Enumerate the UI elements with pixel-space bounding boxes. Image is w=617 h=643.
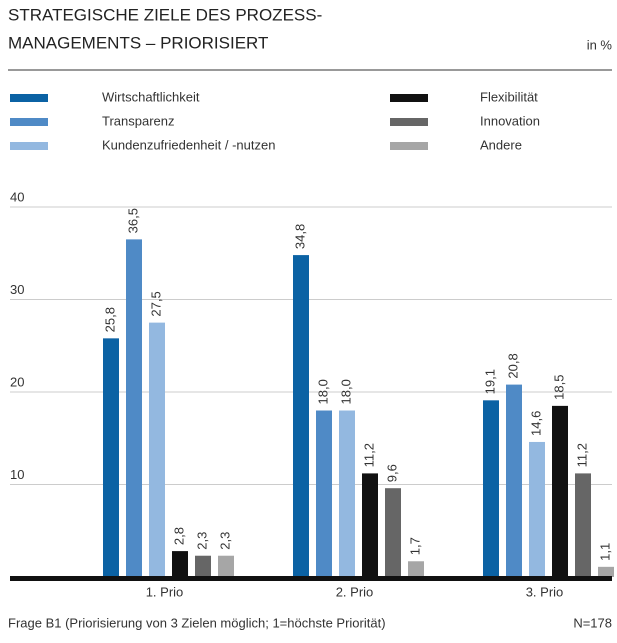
- bar: [195, 555, 211, 577]
- baseline: [10, 576, 612, 581]
- value-label: 2,3: [194, 532, 209, 550]
- bar: [575, 473, 591, 577]
- legend-swatch: [10, 94, 48, 102]
- legend-swatch: [10, 118, 48, 126]
- bar: [552, 405, 568, 577]
- legend-swatch: [390, 94, 428, 102]
- y-tick-label: 20: [10, 374, 24, 389]
- legend-swatch: [10, 142, 48, 150]
- legend-label: Innovation: [480, 113, 540, 128]
- y-tick-label: 40: [10, 189, 24, 204]
- bar: [483, 400, 499, 577]
- bar: [598, 566, 614, 577]
- value-label: 18,0: [338, 379, 353, 404]
- legend-label: Kundenzufriedenheit / -nutzen: [102, 137, 275, 152]
- legend-label: Transparenz: [102, 113, 175, 128]
- legend-swatch: [390, 118, 428, 126]
- value-label: 20,8: [505, 353, 520, 378]
- bar: [149, 322, 165, 577]
- value-label: 11,2: [574, 443, 589, 467]
- bar: [506, 384, 522, 577]
- y-tick-label: 10: [10, 467, 24, 482]
- value-label: 2,8: [171, 527, 186, 545]
- value-label: 25,8: [102, 307, 117, 332]
- value-label: 27,5: [148, 291, 163, 316]
- bar: [103, 338, 119, 577]
- bar: [316, 410, 332, 577]
- x-tick-label: 1. Prio: [146, 584, 184, 599]
- value-label: 9,6: [384, 464, 399, 482]
- sample-size: N=178: [573, 615, 612, 630]
- value-label: 36,5: [125, 208, 140, 233]
- bar: [408, 561, 424, 577]
- legend-label: Andere: [480, 137, 522, 152]
- bar: [293, 255, 309, 577]
- x-tick-label: 3. Prio: [526, 584, 564, 599]
- footnote: Frage B1 (Priorisierung von 3 Zielen mög…: [8, 615, 386, 630]
- bar: [362, 473, 378, 577]
- unit-label: in %: [587, 37, 613, 52]
- legend-label: Wirtschaftlichkeit: [102, 89, 200, 104]
- x-tick-label: 2. Prio: [336, 584, 374, 599]
- value-label: 18,0: [315, 379, 330, 404]
- value-label: 11,2: [361, 443, 376, 467]
- y-tick-label: 30: [10, 282, 24, 297]
- bar: [126, 239, 142, 577]
- value-label: 2,3: [217, 532, 232, 550]
- value-label: 1,7: [407, 537, 422, 555]
- chart-title: STRATEGISCHE ZIELE DES PROZESS-: [8, 5, 322, 24]
- legend-swatch: [390, 142, 428, 150]
- bar: [218, 555, 234, 577]
- legend-label: Flexibilität: [480, 89, 538, 104]
- bar: [385, 488, 401, 577]
- bar: [339, 410, 355, 577]
- value-label: 1,1: [597, 543, 612, 561]
- value-label: 19,1: [482, 369, 497, 394]
- value-label: 14,6: [528, 411, 543, 436]
- value-label: 34,8: [292, 224, 307, 249]
- bar: [172, 551, 188, 577]
- chart-title: MANAGEMENTS – PRIORISIERT: [8, 33, 268, 52]
- value-label: 18,5: [551, 375, 566, 400]
- bar: [529, 441, 545, 577]
